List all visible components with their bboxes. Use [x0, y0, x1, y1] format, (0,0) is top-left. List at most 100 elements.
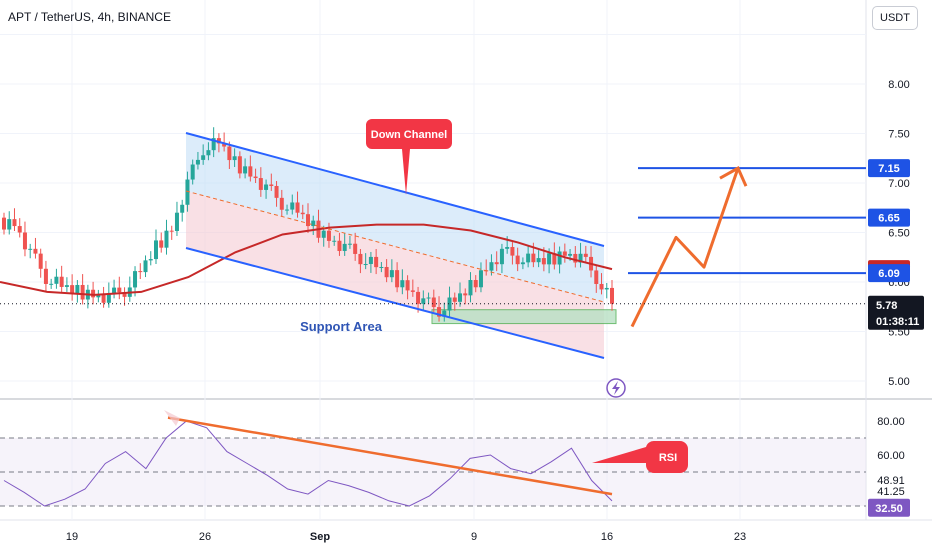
candle-body — [599, 283, 604, 290]
candle-body — [159, 240, 164, 248]
candle-body — [237, 156, 242, 174]
candle-body — [384, 266, 389, 278]
candle-body — [552, 253, 557, 265]
candle-body — [583, 253, 588, 257]
rsi-tick-label: 60.00 — [877, 450, 905, 462]
candle-body — [515, 255, 520, 265]
candle-body — [216, 138, 221, 144]
candle-body — [337, 240, 342, 251]
candle-body — [416, 291, 421, 304]
candle-body — [374, 256, 379, 268]
candle-body — [379, 266, 384, 268]
candle-body — [541, 258, 546, 265]
rsi-tick-label: 41.25 — [877, 486, 905, 498]
candle-body — [489, 262, 494, 271]
candle-body — [96, 294, 101, 298]
candle-body — [285, 209, 290, 211]
rsi-bands — [0, 437, 866, 507]
candle-body — [49, 283, 54, 285]
candle-body — [311, 220, 316, 227]
candle-body — [300, 212, 305, 215]
candle-body — [138, 271, 143, 273]
time-tick-label: 9 — [471, 531, 477, 543]
moving-average-line — [0, 223, 613, 296]
time-axis: 19 26 Sep 9 16 23 — [66, 531, 746, 543]
candle-body — [389, 270, 394, 278]
candle-body — [112, 287, 117, 294]
candle-body — [295, 202, 300, 213]
candle-body — [363, 264, 368, 266]
support-area-box — [431, 309, 617, 325]
current-price-label: 5.78 — [876, 300, 897, 312]
projection-arrowhead — [719, 166, 748, 187]
price-tick-label: 8.00 — [888, 79, 909, 91]
lightning-icon[interactable] — [606, 378, 626, 398]
candle-body — [494, 262, 499, 265]
candle-body — [442, 310, 447, 317]
rsi-trend-line — [167, 416, 613, 496]
candle-body — [452, 297, 457, 302]
candle-body — [368, 256, 373, 265]
candle-body — [568, 253, 573, 256]
candle-body — [253, 176, 258, 179]
candle-body — [526, 253, 531, 263]
rsi-tick-label: 80.00 — [877, 416, 905, 428]
channel-upper-line — [185, 132, 605, 247]
candle-body — [431, 297, 436, 308]
candle-body — [211, 138, 216, 151]
candle-body — [80, 284, 85, 300]
candle-body — [2, 217, 6, 230]
rsi-callout: RSI — [592, 440, 688, 473]
channel-fill-upper — [186, 133, 604, 302]
candle-body — [332, 240, 337, 242]
time-tick-label: 23 — [734, 531, 746, 543]
rsi-callout-label: RSI — [659, 452, 677, 464]
rsi-current-box — [868, 498, 910, 517]
candle-body — [154, 240, 158, 260]
candle-body — [206, 150, 211, 156]
candle-body — [437, 307, 442, 317]
candle-body — [169, 230, 174, 232]
candle-body — [269, 184, 274, 186]
price-label-box — [868, 264, 910, 283]
rsi-current-label: 32.50 — [875, 503, 903, 515]
candle-body — [222, 143, 227, 147]
candle-body — [557, 251, 562, 265]
candle-body — [143, 260, 148, 273]
candle-body — [164, 230, 169, 248]
candle-body — [195, 159, 200, 165]
price-label-text: 7.15 — [878, 163, 899, 175]
candle-body — [12, 219, 17, 227]
time-tick-label: 19 — [66, 531, 78, 543]
price-label-text: 6.09 — [878, 268, 899, 280]
candle-body — [358, 253, 363, 265]
candle-body — [22, 232, 27, 250]
candle-body — [400, 280, 405, 288]
time-tick-label: 16 — [601, 531, 613, 543]
candle-body — [347, 243, 352, 245]
countdown-label: 01:38:11 — [876, 316, 919, 328]
candle-body — [604, 287, 609, 290]
candle-body — [353, 243, 358, 254]
price-label-text: 6.65 — [878, 213, 899, 225]
candle-body — [326, 230, 331, 241]
price-tick-label: 5.00 — [888, 376, 909, 388]
time-tick-label: 26 — [199, 531, 211, 543]
candle-body — [38, 253, 43, 269]
target-lines — [628, 167, 866, 275]
candle-body — [473, 280, 478, 288]
candle-body — [174, 212, 179, 232]
channel-mid-line — [185, 190, 605, 303]
candle-body — [290, 202, 295, 210]
support-area-label: Support Area — [300, 319, 383, 334]
currency-button[interactable]: USDT — [872, 6, 918, 30]
candle-body — [468, 280, 473, 296]
candle-body — [342, 243, 347, 251]
candle-body — [279, 197, 284, 210]
candle-body — [536, 258, 541, 263]
candle-body — [463, 293, 468, 296]
rsi-line — [3, 420, 613, 507]
